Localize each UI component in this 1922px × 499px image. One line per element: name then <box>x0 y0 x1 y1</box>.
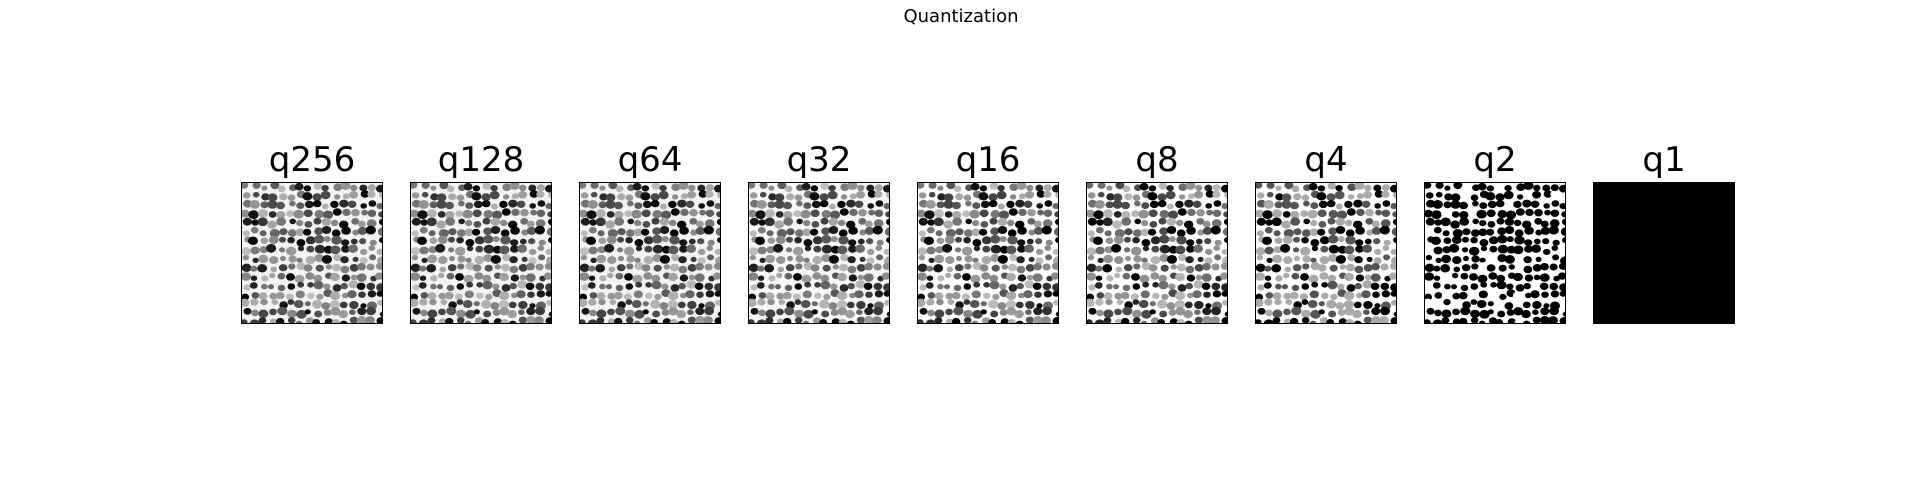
quantized-image <box>579 182 721 324</box>
image-texture <box>749 183 889 323</box>
quantized-image <box>1086 182 1228 324</box>
panel-title: q1 <box>1642 140 1686 180</box>
panel-title: q256 <box>268 140 356 180</box>
quantized-image <box>917 182 1059 324</box>
panel-title: q2 <box>1473 140 1517 180</box>
figure-title: Quantization <box>903 6 1019 27</box>
image-texture <box>242 183 382 323</box>
quantized-image <box>1255 182 1397 324</box>
quantized-image <box>241 182 383 324</box>
quantized-image <box>410 182 552 324</box>
panel-title: q4 <box>1304 140 1348 180</box>
quantized-image <box>1424 182 1566 324</box>
panel-title: q32 <box>786 140 852 180</box>
panel-title: q64 <box>617 140 683 180</box>
quantized-image <box>1593 182 1735 324</box>
panel-title: q128 <box>437 140 525 180</box>
panel-title: q16 <box>955 140 1021 180</box>
image-texture <box>1087 183 1227 323</box>
image-texture <box>918 183 1058 323</box>
quantized-image <box>748 182 890 324</box>
panel-title: q8 <box>1135 140 1179 180</box>
image-texture <box>580 183 720 323</box>
image-texture <box>1256 183 1396 323</box>
image-texture <box>1425 183 1565 323</box>
image-texture <box>411 183 551 323</box>
image-texture <box>1594 183 1734 323</box>
